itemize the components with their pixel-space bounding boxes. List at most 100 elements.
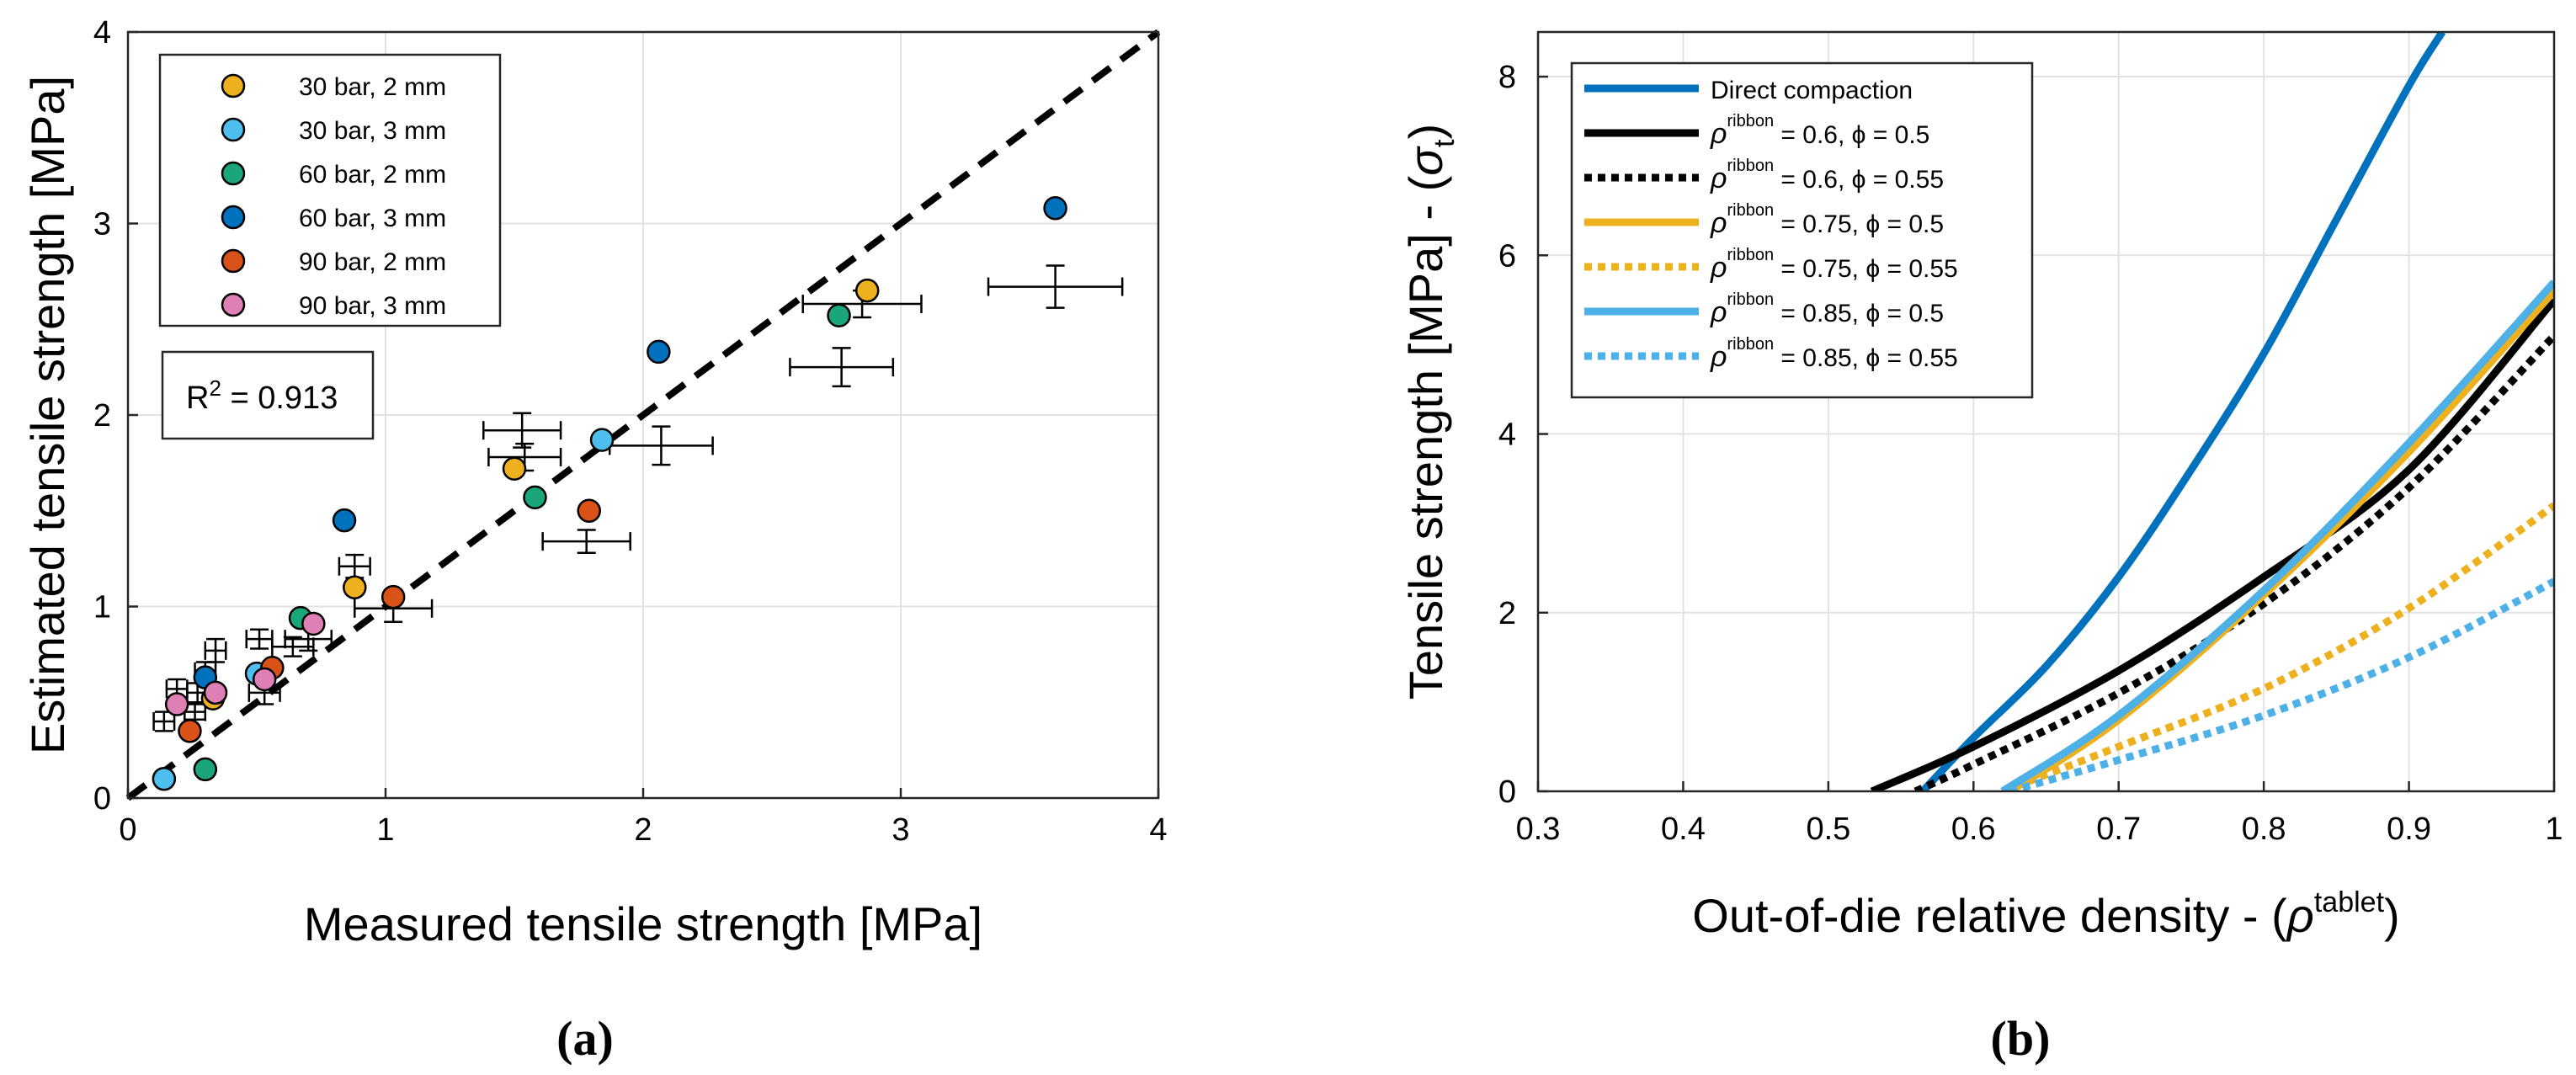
series-line-2 — [1870, 297, 2554, 791]
panel-label-a: (a) — [556, 1011, 614, 1066]
y-axis-label-text: Tensile strength [MPa] - ( — [1399, 175, 1452, 700]
y-tick-label: 0 — [1498, 774, 1516, 810]
series-line-1 — [1919, 32, 2446, 791]
error-bar — [801, 289, 923, 319]
legend-label: 30 bar, 3 mm — [299, 117, 446, 145]
annotation-box — [161, 350, 375, 440]
data-point — [343, 575, 367, 599]
y-axis-label: Estimated tensile strength [MPa] — [21, 76, 74, 754]
legend-label: ρribbon = 0.75, ϕ = 0.55 — [1710, 246, 1958, 284]
x-tick-label: 0.8 — [2242, 812, 2286, 847]
y-tick-label: 4 — [93, 15, 111, 51]
legend-label-text: = 0.85, ϕ = 0.5 — [1774, 300, 1944, 327]
y-axis-label-end: ) — [1399, 124, 1452, 140]
y-tick-label: 1 — [93, 590, 111, 625]
x-tick-label: 0.4 — [1661, 812, 1706, 847]
error-bar — [541, 529, 631, 555]
y-axis-label: Tensile strength [MPa] - (σt) — [1399, 124, 1461, 700]
legend-label-symbol: ρ — [1710, 207, 1727, 239]
data-point — [164, 692, 189, 716]
annotation-text-base: R — [186, 381, 209, 416]
x-tick-label: 0.9 — [2387, 812, 2431, 847]
data-point — [332, 508, 357, 533]
legend-label: 90 bar, 2 mm — [299, 248, 446, 276]
legend-label: ρribbon = 0.85, ϕ = 0.55 — [1710, 335, 1958, 373]
data-point — [301, 611, 326, 636]
legend-label-superscript: ribbon — [1727, 201, 1774, 220]
series-line-7 — [2009, 577, 2554, 791]
annotation-text: R2 = 0.913 — [186, 375, 338, 416]
data-point — [827, 303, 851, 327]
x-axis-label-text: Out-of-die relative density - ( — [1692, 889, 2287, 942]
legend-label: ρribbon = 0.6, ϕ = 0.55 — [1710, 157, 1944, 194]
error-bar — [204, 637, 227, 663]
legend-label: 60 bar, 3 mm — [299, 205, 446, 232]
y-tick-label: 4 — [1498, 418, 1516, 453]
legend-label: ρribbon = 0.6, ϕ = 0.5 — [1710, 112, 1929, 150]
legend-label-text: = 0.85, ϕ = 0.55 — [1774, 344, 1958, 372]
reference-line — [125, 29, 1161, 801]
annotation-text-suffix: = 0.913 — [221, 381, 338, 416]
series-line-6 — [2000, 279, 2554, 791]
x-tick-label: 1 — [2545, 812, 2563, 847]
legend-label-symbol: ρ — [1710, 296, 1727, 328]
legend-label: 60 bar, 2 mm — [299, 161, 446, 189]
error-bar — [152, 710, 176, 732]
x-tick-label: 1 — [376, 812, 394, 848]
legend-label-text: Direct compaction — [1711, 77, 1913, 104]
data-point — [854, 278, 880, 303]
x-axis-label: Out-of-die relative density - (ρtablet) — [1692, 886, 2399, 942]
legend-label-symbol: ρ — [1710, 162, 1727, 194]
data-point — [577, 498, 601, 523]
data-point — [193, 757, 218, 782]
x-tick-label: 0.6 — [1951, 812, 1996, 847]
y-tick-label: 2 — [1498, 596, 1516, 631]
data-point — [589, 428, 615, 452]
legend: 30 bar, 2 mm 30 bar, 3 mm 60 bar, 2 mm 60 b… — [158, 53, 502, 327]
legend-label-text: = 0.75, ϕ = 0.55 — [1774, 255, 1958, 283]
y-tick-label: 3 — [93, 207, 111, 242]
x-tick-label: 0.5 — [1806, 812, 1850, 847]
data-point — [178, 719, 202, 743]
x-axis-label-superscript: tablet — [2314, 886, 2385, 918]
legend-label-text: = 0.6, ϕ = 0.5 — [1774, 121, 1929, 149]
legend-marker — [221, 205, 246, 230]
legend-box — [1570, 61, 2034, 399]
axes-box — [1536, 30, 2556, 793]
series-6 — [164, 611, 326, 716]
legend-label: 30 bar, 2 mm — [299, 73, 446, 101]
data-point — [1043, 196, 1067, 221]
x-axis-label-end: ) — [2384, 889, 2400, 942]
legend-box — [158, 53, 502, 327]
series-3 — [193, 303, 851, 782]
error-bar — [987, 264, 1124, 309]
legend-marker — [221, 73, 246, 98]
legend-marker — [221, 248, 246, 274]
legend-marker — [221, 117, 246, 142]
x-tick-label: 3 — [891, 812, 909, 848]
series-lines — [1870, 32, 2554, 791]
legend-marker — [221, 292, 246, 317]
data-point — [502, 456, 527, 481]
legend-label-superscript: ribbon — [1727, 335, 1774, 354]
x-tick-label: 0.3 — [1516, 812, 1561, 847]
legend-label: 90 bar, 3 mm — [299, 292, 446, 320]
y-tick-label: 8 — [1498, 60, 1516, 95]
y-tick-label: 2 — [93, 398, 111, 434]
data-point — [523, 485, 547, 510]
error-bar — [245, 628, 274, 650]
legend-label-symbol: ρ — [1710, 118, 1727, 150]
data-point — [381, 584, 406, 609]
legend-label: ρribbon = 0.75, ϕ = 0.5 — [1710, 201, 1944, 239]
legend-label-superscript: ribbon — [1727, 246, 1774, 264]
x-tick-label: 0.7 — [2096, 812, 2141, 847]
data-point — [647, 339, 671, 365]
y-axis-label-symbol: σ — [1399, 146, 1452, 176]
panel-a-scatter-chart: 0 1 2 3 4 0 1 2 3 4 Measured tensile strength [MPa… — [21, 15, 1168, 1066]
legend-label-superscript: ribbon — [1727, 112, 1774, 130]
legend-label: ρribbon = 0.85, ϕ = 0.5 — [1710, 290, 1944, 328]
error-bar — [482, 412, 562, 449]
legend-label-text: = 0.75, ϕ = 0.5 — [1774, 210, 1944, 238]
